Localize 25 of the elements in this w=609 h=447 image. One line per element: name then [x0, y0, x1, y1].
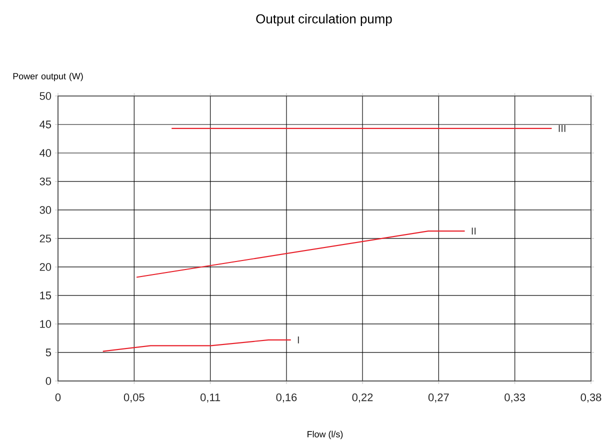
- y-tick-label: 10: [40, 320, 52, 328]
- y-tick-label: 40: [40, 149, 52, 157]
- x-tick-label: 0,11: [200, 393, 220, 403]
- y-tick-label: 30: [40, 206, 52, 214]
- y-tick-label: 45: [40, 120, 52, 128]
- y-tick-label: 15: [40, 292, 52, 300]
- x-tick-label: 0,33: [504, 393, 526, 403]
- x-tick-label: 0,38: [580, 393, 602, 403]
- y-tick-label: 25: [40, 234, 52, 242]
- series-label: II: [472, 228, 476, 235]
- series-label: I: [298, 336, 299, 344]
- y-tick-label: 35: [40, 178, 52, 186]
- y-tick-label: 20: [40, 263, 52, 271]
- x-tick-label: 0,05: [124, 393, 144, 403]
- x-tick-label: 0,22: [352, 393, 373, 403]
- y-tick-label: 50: [40, 92, 52, 100]
- series-label: III: [558, 125, 566, 132]
- chart-title: Output circulation pump: [256, 14, 392, 26]
- x-tick-label: 0: [55, 393, 61, 402]
- y-axis-title: Power output (W): [13, 72, 83, 82]
- y-tick-label: 0: [46, 377, 52, 385]
- x-axis-title: Flow (l/s): [308, 430, 343, 440]
- y-tick-label: 5: [46, 348, 52, 356]
- x-tick-label: 0,16: [276, 393, 297, 403]
- x-tick-label: 0,27: [428, 393, 449, 403]
